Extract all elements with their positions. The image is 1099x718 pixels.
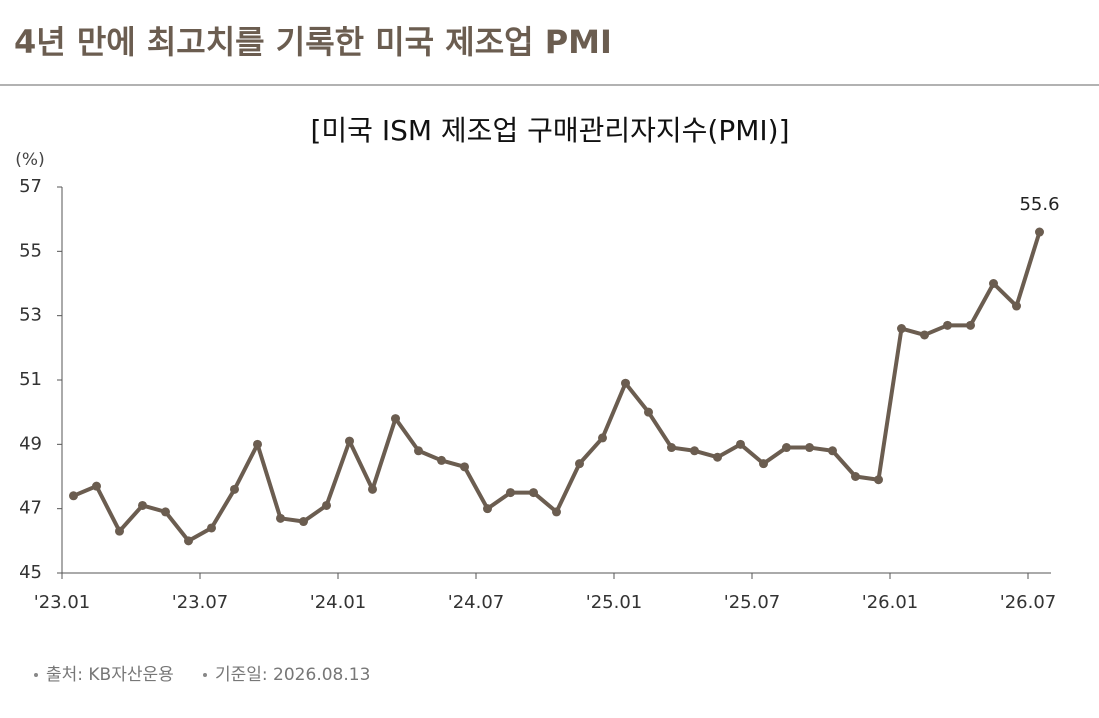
date: 기준일: 2026.08.13 xyxy=(215,665,370,685)
point xyxy=(966,320,975,330)
point xyxy=(621,378,630,388)
x-tick-label: '26.01 xyxy=(862,592,918,613)
point xyxy=(552,507,561,517)
y-tick-label: 57 xyxy=(19,176,42,197)
point xyxy=(943,320,952,330)
y-tick-label: 51 xyxy=(19,369,42,390)
y-tick-label: 53 xyxy=(19,305,42,326)
x-tick-label: '24.07 xyxy=(448,592,504,613)
point xyxy=(529,488,538,498)
x-tick-label: '23.01 xyxy=(34,592,90,613)
y-tick-label: 55 xyxy=(19,240,42,261)
point xyxy=(345,436,354,446)
x-tick-label: '25.07 xyxy=(724,592,780,613)
point xyxy=(897,324,906,334)
point xyxy=(805,443,814,453)
y-tick-label: 49 xyxy=(19,433,42,454)
point xyxy=(483,504,492,514)
point xyxy=(276,513,285,523)
point xyxy=(644,407,653,417)
source: 출처: KB자산운용 xyxy=(46,665,174,685)
y-tick-label: 45 xyxy=(19,562,42,583)
point xyxy=(667,443,676,453)
point xyxy=(690,446,699,456)
point xyxy=(989,279,998,288)
point xyxy=(69,491,78,501)
point xyxy=(322,500,331,510)
point xyxy=(713,452,722,462)
point xyxy=(299,517,308,527)
x-tick-label: '26.07 xyxy=(1000,592,1056,613)
bullet xyxy=(203,673,207,677)
point xyxy=(828,446,837,456)
point xyxy=(414,446,423,456)
point xyxy=(92,481,101,491)
point xyxy=(1012,301,1021,311)
chart-title: [미국 ISM 제조업 구매관리자지수(PMI)] xyxy=(310,114,789,147)
x-tick-label: '25.01 xyxy=(586,592,642,613)
point xyxy=(759,459,768,469)
point xyxy=(460,462,469,472)
y-tick-label: 47 xyxy=(19,498,42,519)
point xyxy=(598,433,607,443)
point xyxy=(161,507,170,517)
point xyxy=(138,500,147,510)
point xyxy=(506,488,515,498)
data-label: 55.6 xyxy=(1019,194,1059,215)
point xyxy=(184,536,193,546)
point xyxy=(391,414,400,424)
point xyxy=(115,526,124,536)
point xyxy=(575,459,584,469)
point xyxy=(736,439,745,449)
x-tick-label: '24.01 xyxy=(310,592,366,613)
point xyxy=(920,330,929,340)
point xyxy=(851,472,860,481)
bullet xyxy=(34,673,38,677)
point xyxy=(207,523,216,533)
page-title: 4년 만에 최고치를 기록한 미국 제조업 PMI xyxy=(14,23,612,61)
point xyxy=(782,443,791,453)
point xyxy=(253,439,262,449)
line xyxy=(72,231,1042,543)
point xyxy=(437,455,446,465)
point xyxy=(1035,227,1044,237)
point xyxy=(368,484,377,494)
y-axis-label: (%) xyxy=(15,150,44,170)
x-tick-label: '23.07 xyxy=(172,592,228,613)
point xyxy=(230,484,239,494)
point xyxy=(874,475,883,485)
